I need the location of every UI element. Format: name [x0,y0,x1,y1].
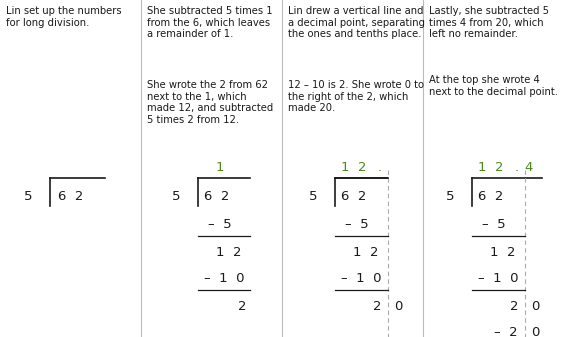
Text: –  2: – 2 [494,326,518,337]
Text: 4: 4 [524,161,532,174]
Text: 0: 0 [394,300,402,312]
Text: At the top she wrote 4
next to the decimal point.: At the top she wrote 4 next to the decim… [429,75,558,97]
Text: 5: 5 [308,189,318,203]
Text: 2: 2 [510,300,519,312]
Text: 2: 2 [373,300,381,312]
Text: 0: 0 [531,300,540,312]
Text: 1  2: 1 2 [478,161,503,174]
Text: Lin set up the numbers
for long division.: Lin set up the numbers for long division… [6,6,121,28]
Text: 1  2: 1 2 [490,245,515,258]
Text: .: . [515,161,519,174]
Text: 1  2: 1 2 [341,161,367,174]
Text: –  1  0: – 1 0 [204,272,245,284]
Text: 5: 5 [172,189,180,203]
Text: 6  2: 6 2 [341,189,366,203]
Text: 1: 1 [216,161,224,174]
Text: –  5: – 5 [345,217,368,231]
Text: –  5: – 5 [482,217,506,231]
Text: 1  2: 1 2 [216,245,241,258]
Text: 0: 0 [531,326,540,337]
Text: .: . [378,161,382,174]
Text: 5: 5 [24,189,32,203]
Text: 6  2: 6 2 [58,189,84,203]
Text: 2: 2 [238,300,246,312]
Text: 1  2: 1 2 [353,245,379,258]
Text: She wrote the 2 from 62
next to the 1, which
made 12, and subtracted
5 times 2 f: She wrote the 2 from 62 next to the 1, w… [147,80,273,125]
Text: –  1  0: – 1 0 [341,272,381,284]
Text: 12 – 10 is 2. She wrote 0 to
the right of the 2, which
made 20.: 12 – 10 is 2. She wrote 0 to the right o… [288,80,424,113]
Text: –  5: – 5 [208,217,232,231]
Text: Lin drew a vertical line and
a decimal point, separating
the ones and tenths pla: Lin drew a vertical line and a decimal p… [288,6,425,39]
Text: Lastly, she subtracted 5
times 4 from 20, which
left no remainder.: Lastly, she subtracted 5 times 4 from 20… [429,6,549,39]
Text: 6  2: 6 2 [478,189,503,203]
Text: –  1  0: – 1 0 [478,272,519,284]
Text: 6  2: 6 2 [204,189,229,203]
Text: She subtracted 5 times 1
from the 6, which leaves
a remainder of 1.: She subtracted 5 times 1 from the 6, whi… [147,6,273,39]
Text: 5: 5 [446,189,454,203]
